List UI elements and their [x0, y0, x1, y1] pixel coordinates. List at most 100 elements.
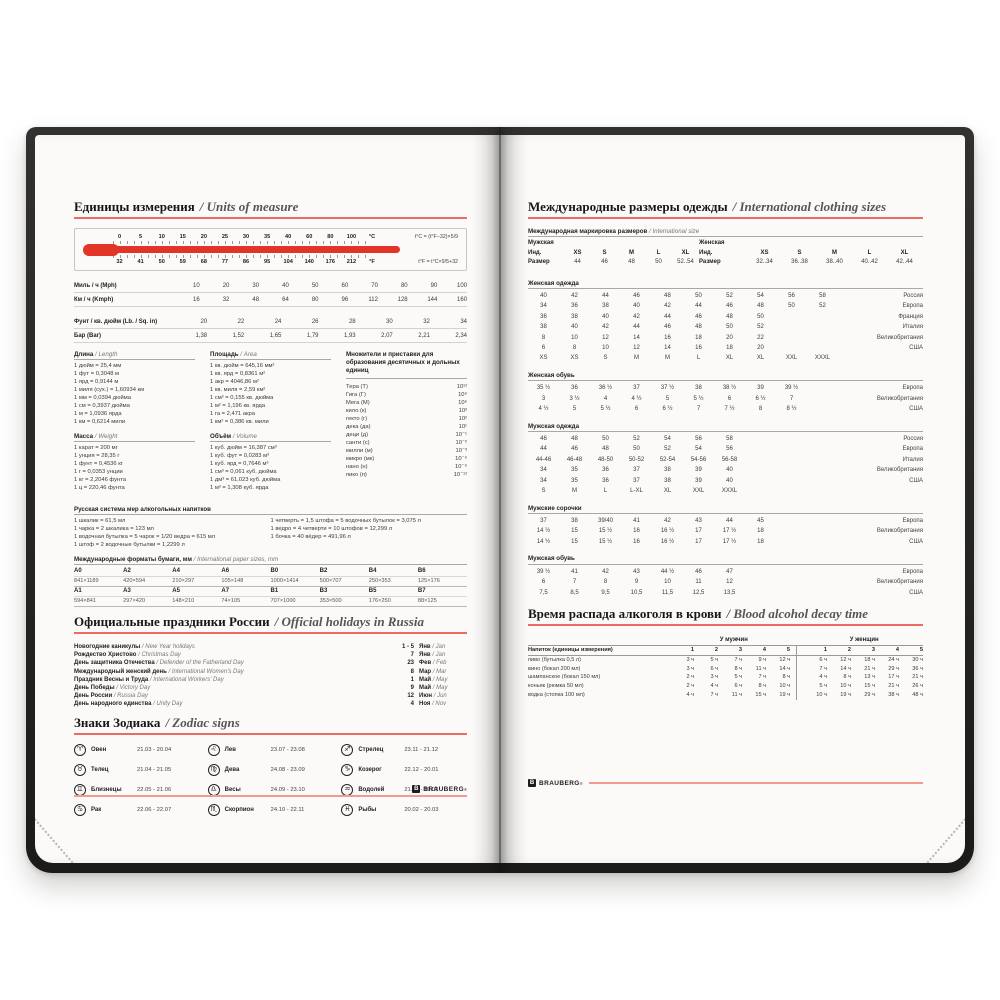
hours-cell: 6 ч	[819, 656, 827, 663]
value-cell: 1,79	[306, 332, 319, 339]
women-header: У женщин	[849, 636, 879, 643]
conversion-item: 1 см² = 0,155 кв. дюйма	[210, 395, 274, 401]
zodiac-heading: Знаки Зодиака / Zodiac signs	[74, 715, 467, 735]
size-cell: 38 ½	[722, 385, 737, 392]
paper-grid: A0 A2 A4 A6 B0 B2 B4 B6 841×1189 420×594 210×297 10…	[74, 567, 467, 607]
value-cell: 2,21	[418, 332, 430, 339]
hours-cell: 29 ч	[888, 665, 899, 672]
zodiac-icon: ♋	[74, 803, 86, 816]
scale-value: 50	[158, 259, 165, 265]
hours-cell: 5 ч	[819, 683, 827, 690]
holiday-name-en: / Defender of the Fatherland Day	[154, 660, 244, 667]
zodiac-name: Весы	[224, 786, 241, 793]
fahrenheit-scale: 32 41 50 59 68 77 86 95 104 140 176 212 °F t°F = t°C×…	[83, 259, 458, 265]
zodiac-name: Телец	[91, 766, 109, 773]
pressure-table: Фунт / кв. дюйм (Lb. / Sq. in) 20 22 24 26 28…	[74, 315, 467, 343]
hours-cell: 7 ч	[734, 656, 743, 663]
size-cell: 5 ½	[693, 395, 704, 402]
conversion-item: 1 м³ = 1,308 куб. ярда	[210, 485, 269, 491]
page-left: Единицы измерения / Units of measure 0 5 10…	[35, 135, 500, 863]
size-cell: 35	[571, 477, 578, 484]
zodiac-entry: ♌ Лев 23.07 - 23.08	[207, 743, 334, 756]
size-cell: M	[832, 249, 837, 256]
size-table: Женская одежда 40 42 44 46 48 50 52 54 56 58 Россия…	[528, 280, 923, 364]
holiday-name-en: / Russia Day	[112, 693, 148, 700]
value-cell: 20	[200, 318, 208, 325]
size-cell: 44	[602, 293, 609, 299]
paper-table: Международные форматы бумаги, мм / Inter…	[74, 556, 467, 607]
size-cell: 39 ½	[784, 385, 799, 392]
zodiac-dates: 21.03 - 20.04	[137, 746, 172, 753]
holiday-row: Рождество Христово / Christmas Day 7 Янв /…	[74, 651, 467, 659]
men-hours: 3 ч 5 ч 7 ч 9 ч 12 ч	[670, 656, 790, 665]
size-cell: 54	[757, 293, 764, 299]
size-cell: 36	[602, 477, 609, 484]
prefix-row: Гига (Г) 10⁹	[346, 391, 467, 399]
size-cell: S	[541, 488, 546, 495]
block-title-ru: Площадь	[210, 351, 239, 358]
size-cell: 7	[572, 579, 577, 586]
holiday-name: День Победы / Victory Day	[74, 684, 392, 692]
table-row: 38 40 42 44 46 48 50 52 Италия	[528, 322, 923, 332]
size-cell: 15 ½	[598, 528, 613, 535]
row-label: Бар (Bar)	[74, 332, 101, 339]
block-title-en: / Volume	[231, 433, 258, 440]
prefix-value: 10⁻¹²	[453, 472, 467, 478]
size-cell: 48	[757, 303, 764, 310]
holiday-name: Новогодние каникулы / New Year holidays	[74, 643, 392, 651]
prefix-row: деци (д) 10⁻¹	[346, 431, 467, 439]
zodiac-dates: 22.12 - 20.01	[404, 766, 439, 773]
table-row: 14 ½ 15 15 ½ 16 16 ½ 17 17 ½ 18 США	[528, 537, 923, 547]
size-cell: 36	[602, 467, 609, 474]
hours-cell: 14 ч	[840, 665, 851, 672]
size-cell: 18	[726, 345, 733, 352]
format-size: 210×297	[172, 577, 222, 587]
hours-cell: 48 ч	[912, 691, 923, 698]
size-cell: XL	[663, 488, 672, 495]
format-name: B5	[368, 587, 418, 597]
value-cell: 28	[348, 318, 356, 325]
zodiac-grid: ♈ Овен 21.03 - 20.04 ♌ Лев 23.07 - 23.08 ♐ Стре…	[74, 743, 467, 816]
hours-cell: 12 ч	[840, 656, 851, 663]
holiday-name-ru: Новогодние каникулы	[74, 644, 141, 650]
format-name: A0	[74, 567, 124, 577]
table-row: 44 46 48 50 52 54 56 Европа	[528, 444, 923, 454]
size-cell: 3 ½	[569, 395, 580, 402]
format-name: A4	[172, 567, 222, 577]
conversion-item: 1 дюйм = 25,4 мм	[74, 363, 122, 369]
conversion-col-3: Множители и приставки для образования де…	[346, 351, 467, 499]
prefix-row: гекто (г) 10²	[346, 415, 467, 423]
table-row: Км / ч (Kmph) 16 32 48 64 80 96 112 128 144 160	[74, 293, 467, 307]
holiday-name: Международный женский день / Internation…	[74, 668, 392, 676]
women-group-label: Женская	[699, 240, 725, 246]
prefix-row: нано (н) 10⁻⁹	[346, 463, 467, 471]
prefix-row: Мега (М) 10⁶	[346, 399, 467, 407]
size-cell: 52-54	[659, 456, 676, 463]
size-cell: 46	[601, 259, 608, 265]
holiday-date: 4	[410, 701, 414, 708]
holidays-heading-en: / Official holidays in Russia	[274, 614, 424, 629]
format-name: B6	[417, 567, 467, 577]
size-cell: 9,5	[601, 589, 610, 596]
size-cell: 35 ½	[536, 385, 551, 392]
size-cell: XL	[756, 355, 765, 362]
size-cell: 42	[571, 293, 578, 299]
prefix-row: Тера (Т) 10¹²	[346, 383, 467, 391]
region-label: США	[909, 406, 923, 413]
zodiac-icon: ♓	[341, 803, 354, 816]
size-cell: 46	[726, 303, 733, 310]
zodiac-entry: ♑ Козерог 22.12 - 20.01	[341, 763, 467, 776]
table-row: 37 38 39/40 41 42 43 44 45 Европа	[528, 516, 923, 526]
value-cell: 32	[222, 296, 230, 303]
row-label: Км / ч (Kmph)	[74, 296, 114, 303]
holiday-date: 1 - 5	[401, 644, 414, 650]
divider	[796, 682, 797, 691]
hours-cell: 4 ч	[819, 674, 827, 681]
size-cell: 16	[633, 538, 640, 545]
hours-cell: 3 ч	[710, 674, 719, 681]
zodiac-dates: 23.11 - 21.12	[404, 746, 439, 753]
holiday-month-en: / Jan	[430, 652, 446, 659]
measure-item: 1 ведро = 4 четверти = 10 штофов = 12,29…	[270, 526, 393, 532]
zodiac-icon: ♉	[74, 763, 86, 776]
